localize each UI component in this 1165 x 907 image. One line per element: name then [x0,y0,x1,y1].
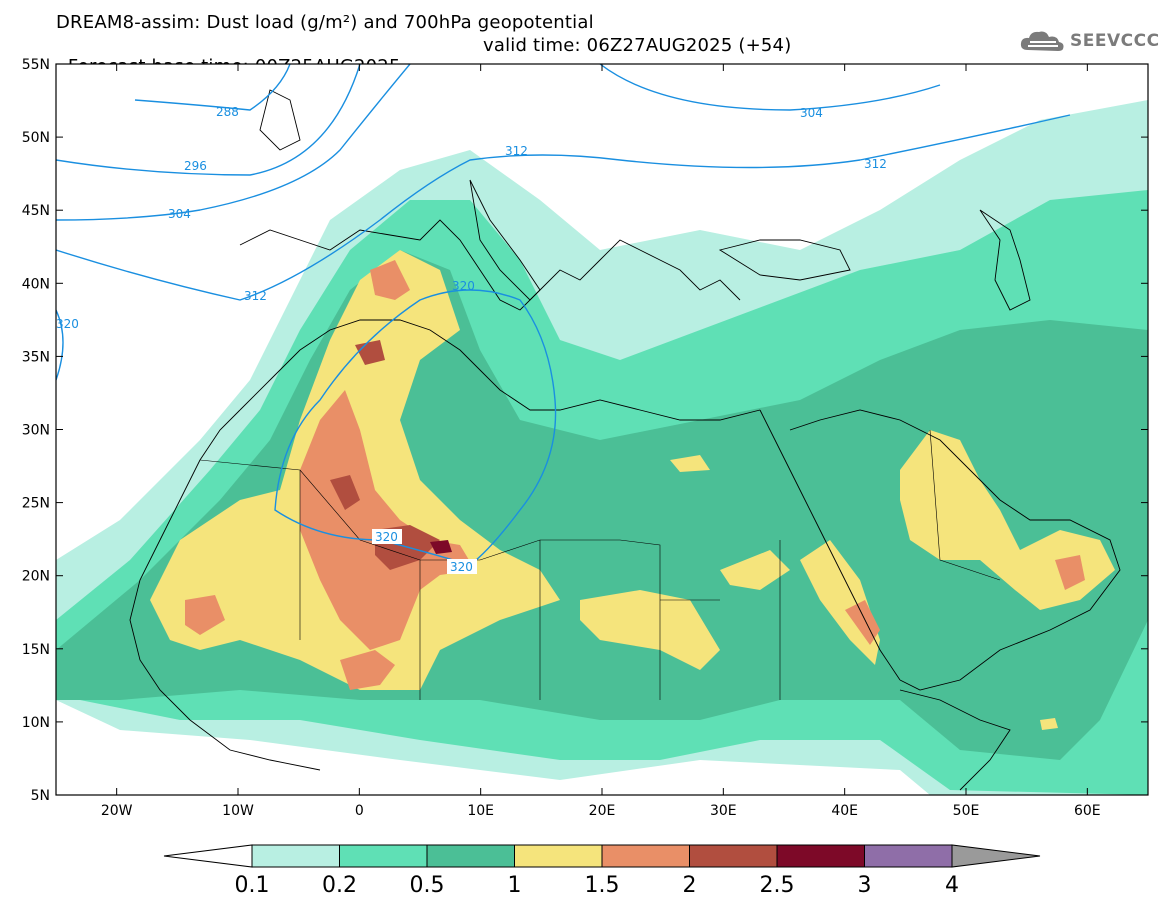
coastlines [129,89,1121,791]
contour-label: 312 [244,289,267,303]
lon-tick-label: 20W [101,803,133,819]
colorbar-segment [514,844,603,868]
dust-level-2 [330,475,360,510]
dust-level-1.5 [340,650,395,690]
latitude-axis: 55N 50N 45N 40N 35N 30N 25N 20N 15N 10N 5N [22,57,1148,804]
coastline-arabia [789,409,1121,691]
coastline-horn [899,689,1011,791]
coastline-uk [259,89,301,151]
colorbar-label: 4 [945,873,959,898]
colorbar-label: 2.5 [760,873,795,898]
lat-tick-label: 20N [22,569,50,585]
colorbar-label: 1 [508,873,522,898]
coastline-black-sea [718,239,851,281]
colorbar-segment [601,844,690,868]
lat-tick-label: 15N [22,642,50,658]
contour-304-east [599,64,941,111]
contour-labels: 288 296 304 312 320 304 312 312 320 320 … [56,105,887,574]
contour-320-west [56,309,64,381]
dust-level-1 [670,455,710,472]
colorbar-segment [426,844,515,868]
lat-tick-label: 40N [22,276,50,292]
colorbar-label: 1.5 [585,873,620,898]
seevccc-logo: SEEVCCC [1018,28,1160,54]
colorbar-label: 2 [683,873,697,898]
lat-tick-label: 25N [22,496,50,512]
contour-label: 320 [452,279,475,293]
contour-304-west [56,64,411,221]
lat-tick-label: 10N [22,715,50,731]
lat-tick-label: 5N [31,788,50,804]
colorbar-label: 0.2 [322,873,357,898]
lat-tick-label: 35N [22,349,50,365]
lon-tick-label: 20E [589,803,616,819]
longitude-axis: 20W 10W 0 10E 20E 30E 40E 50E 60E [101,64,1101,819]
geopotential-contours [56,64,1071,566]
lat-tick-label: 30N [22,423,50,439]
dust-level-1.5 [1055,555,1085,590]
coastline-caspian [979,209,1031,311]
contour-label: 304 [800,106,823,120]
contour-label: 320 [450,560,473,574]
lon-tick-label: 10W [222,803,254,819]
dust-level-1.5 [185,595,225,635]
colorbar-segment [776,844,865,868]
dust-level-2.5 [430,540,452,554]
contour-label: 312 [864,157,887,171]
colorbar-segment [251,844,340,868]
lon-tick-label: 30E [710,803,737,819]
contour-label: 296 [184,159,207,173]
lon-tick-label: 0 [355,803,364,819]
logo-text: SEEVCCC [1070,31,1160,51]
valid-time: valid time: 06Z27AUG2025 (+54) [483,35,792,56]
dust-level-1 [800,540,880,665]
colorbar-over-triangle [951,844,1041,868]
lat-tick-label: 45N [22,203,50,219]
colorbar-under-triangle [163,844,253,868]
contour-label: 312 [505,144,528,158]
lon-tick-label: 50E [953,803,980,819]
cloud-logo-icon [1020,31,1064,51]
contour-288 [134,64,291,111]
contour-label: 320 [375,530,398,544]
dust-level-1 [720,550,790,590]
dust-layers [56,64,1148,795]
coastline-italy [469,179,541,301]
dust-level-1.5 [370,260,410,300]
dust-level-1.5 [300,390,475,650]
dust-level-2 [355,340,385,365]
contour-label: 288 [216,105,239,119]
colorbar-label: 0.1 [235,873,270,898]
map-title: DREAM8-assim: Dust load (g/m²) and 700hP… [56,12,594,33]
dust-level-1.5 [845,600,880,645]
lon-tick-label: 10E [467,803,494,819]
lon-tick-label: 40E [831,803,858,819]
border-lines [199,429,1001,700]
coastline-europe [239,219,741,311]
colorbar-segment [689,844,778,868]
contour-label: 304 [168,207,191,221]
lat-tick-label: 50N [22,130,50,146]
dust-level-1 [1040,718,1058,730]
colorbar-label: 0.5 [410,873,445,898]
contour-320-sahara [274,289,557,566]
colorbar-label: 3 [858,873,872,898]
colorbar-segment [864,844,953,868]
coastline-red-sea [759,409,901,681]
colorbar: 0.1 0.2 0.5 1 1.5 2 2.5 3 4 [163,844,1041,898]
lat-tick-label: 55N [22,57,50,73]
dust-level-1 [580,590,720,670]
contour-312-west [56,114,1071,301]
colorbar-segment [339,844,428,868]
lon-tick-label: 60E [1074,803,1101,819]
coastline-africa-north [239,319,761,421]
contour-label: 320 [56,317,79,331]
contour-296 [56,64,361,176]
